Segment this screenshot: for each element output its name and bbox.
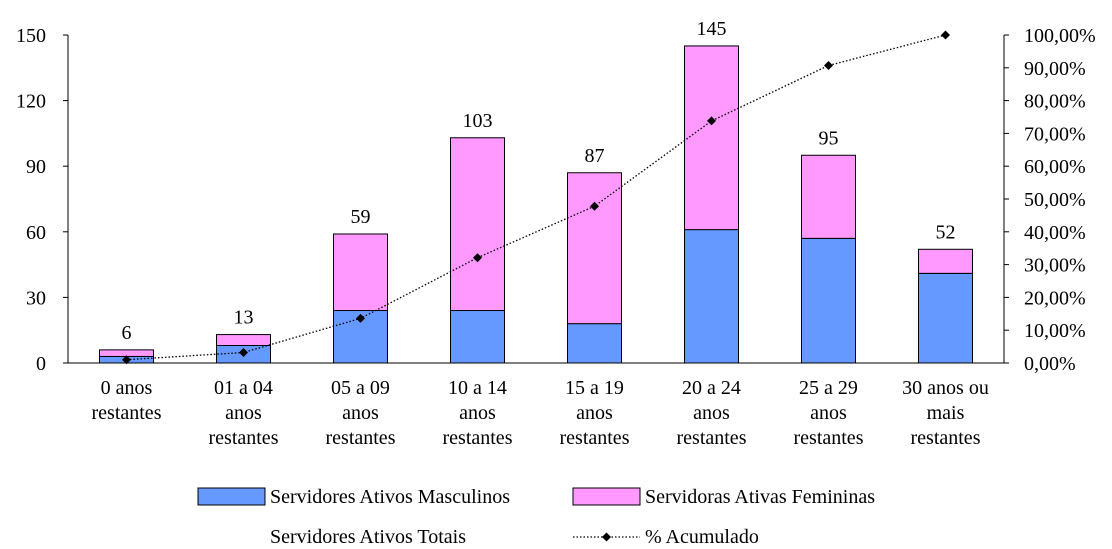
- cumulative-point: [356, 313, 365, 323]
- y-left-tick-label: 120: [16, 91, 46, 113]
- y-right-tick-label: 60,00%: [1024, 156, 1086, 178]
- x-tick-labels: 0 anos restantes 01 a 04 anos restantes 05 a …: [92, 377, 989, 449]
- y-left-tick-label: 150: [16, 25, 46, 47]
- legend-swatch-femininas: [572, 487, 641, 506]
- data-label-total: 13: [234, 307, 254, 329]
- data-label-total: 145: [697, 18, 727, 40]
- cumulative-point: [473, 253, 482, 263]
- data-label-total: 95: [819, 127, 839, 149]
- y-right-tick-label: 20,00%: [1024, 287, 1086, 309]
- x-tick-label: 30 anos ou mais restantes: [902, 377, 989, 449]
- y-right-tick-label: 80,00%: [1024, 91, 1086, 113]
- data-labels: 6 13 59 103 87 145 95 52: [122, 18, 956, 344]
- bar-masculinos: [918, 272, 973, 364]
- bar-femininas: [333, 233, 388, 312]
- cumulative-point: [941, 30, 950, 40]
- y-right-tick-label: 40,00%: [1024, 222, 1086, 244]
- cumulative-line-path: [126, 34, 946, 361]
- legend: Servidores Ativos Masculinos Servidoras A…: [197, 486, 875, 548]
- x-tick-label: 05 a 09 anos restantes: [326, 377, 396, 449]
- x-tick-label: 15 a 19 anos restantes: [560, 377, 630, 449]
- legend-swatch-masculinos: [197, 487, 266, 506]
- legend-label-femininas: Servidoras Ativas Femininas: [645, 486, 875, 508]
- bar-masculinos: [801, 237, 856, 364]
- y-left-tick-label: 30: [26, 287, 46, 309]
- bar-femininas: [684, 45, 739, 231]
- x-tick-label: 10 a 14 anos restantes: [443, 377, 513, 449]
- y-left-tick-label: 90: [26, 156, 46, 178]
- y-left-tick-label: 0: [36, 353, 46, 375]
- y-right-tick-label: 10,00%: [1024, 320, 1086, 342]
- x-tick-label: 20 a 24 anos restantes: [677, 377, 747, 449]
- bar-femininas: [801, 154, 856, 239]
- legend-marker-acumulado: [602, 532, 611, 542]
- y-left-tick-label: 60: [26, 222, 46, 244]
- data-label-total: 87: [585, 145, 605, 167]
- bar-masculinos: [450, 310, 505, 364]
- y-right-tick-label: 0,00%: [1024, 353, 1076, 375]
- data-label-total: 103: [463, 110, 493, 132]
- legend-label-totais: Servidores Ativos Totais: [270, 526, 466, 548]
- y-right-tick-label: 70,00%: [1024, 123, 1086, 145]
- y-right-tick-label: 100,00%: [1024, 25, 1096, 47]
- x-tick-label: 25 a 29 anos restantes: [794, 377, 864, 449]
- cumulative-line: [122, 30, 950, 365]
- y-right-tick-label: 50,00%: [1024, 189, 1086, 211]
- cumulative-point: [239, 348, 248, 358]
- x-tick-label: 0 anos restantes: [92, 377, 162, 424]
- cumulative-point: [824, 61, 833, 71]
- legend-label-acumulado: % Acumulado: [645, 526, 759, 548]
- data-label-total: 59: [351, 206, 371, 228]
- y-right-tick-label: 30,00%: [1024, 255, 1086, 277]
- legend-label-masculinos: Servidores Ativos Masculinos: [270, 486, 510, 508]
- bar-masculinos: [567, 323, 622, 364]
- bar-femininas: [450, 137, 505, 312]
- bar-femininas: [567, 172, 622, 325]
- cumulative-point: [122, 355, 131, 365]
- x-tick-label: 01 a 04 anos restantes: [209, 377, 279, 449]
- bar-femininas: [216, 334, 271, 347]
- bars: [99, 45, 973, 364]
- axes: 0 30 60 90 120 150 0,00% 10,00% 20,00% 30,00% 40,0…: [16, 25, 1096, 375]
- bar-femininas: [918, 248, 973, 274]
- y-right-tick-label: 90,00%: [1024, 58, 1086, 80]
- data-label-total: 52: [936, 221, 956, 243]
- bar-masculinos: [684, 229, 739, 364]
- cumulative-point: [707, 116, 716, 126]
- cumulative-point: [590, 201, 599, 211]
- data-label-total: 6: [122, 322, 132, 344]
